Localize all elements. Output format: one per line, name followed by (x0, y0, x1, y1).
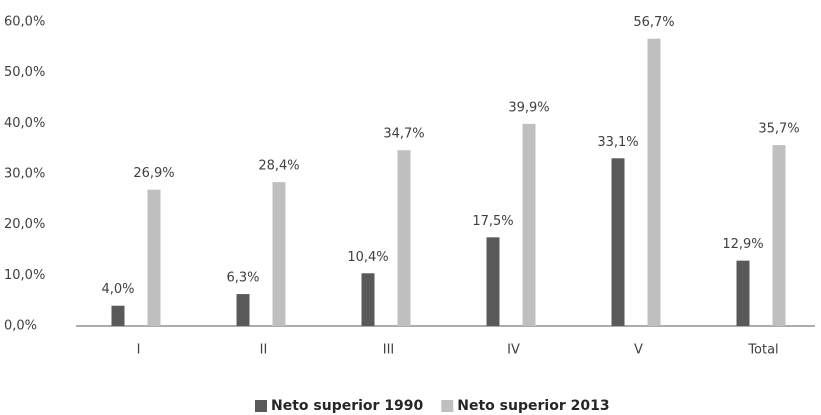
legend-swatch (255, 400, 267, 412)
bar (736, 260, 750, 326)
x-tick-label: I (137, 343, 141, 358)
data-label: 12,9% (722, 237, 763, 252)
y-tick-label: 0,0% (4, 319, 37, 334)
legend-swatch (441, 400, 454, 412)
bar (147, 189, 161, 326)
bar (772, 145, 786, 326)
x-tick-label: III (383, 343, 395, 358)
data-label: 10,4% (347, 250, 388, 265)
data-label: 26,9% (133, 166, 174, 181)
bar (361, 273, 375, 326)
x-tick-label: Total (747, 343, 778, 358)
data-label: 17,5% (472, 214, 513, 229)
data-label: 33,1% (597, 135, 638, 150)
data-label: 28,4% (258, 159, 299, 174)
y-tick-label: 40,0% (4, 116, 45, 131)
y-tick-label: 20,0% (4, 217, 45, 232)
data-label: 6,3% (226, 271, 259, 286)
y-tick-label: 30,0% (4, 167, 45, 182)
legend-label: Neto superior 1990 (271, 398, 424, 414)
bar (236, 294, 250, 326)
data-label: 35,7% (758, 122, 799, 137)
bar (111, 305, 125, 326)
data-label: 34,7% (383, 127, 424, 142)
bar (272, 182, 286, 326)
y-tick-label: 60,0% (4, 15, 45, 30)
bar (647, 38, 661, 326)
y-tick-label: 10,0% (4, 268, 45, 283)
data-label: 39,9% (508, 100, 549, 115)
x-tick-label: V (634, 343, 643, 358)
legend-label: Neto superior 2013 (457, 398, 609, 414)
bar (486, 237, 500, 326)
x-tick-label: II (260, 343, 268, 358)
data-label: 56,7% (633, 15, 674, 30)
bar (397, 150, 411, 326)
data-label: 4,0% (101, 282, 134, 297)
x-tick-label: IV (507, 343, 520, 358)
bar (611, 158, 625, 326)
y-tick-label: 50,0% (4, 65, 45, 80)
bar (522, 123, 536, 326)
